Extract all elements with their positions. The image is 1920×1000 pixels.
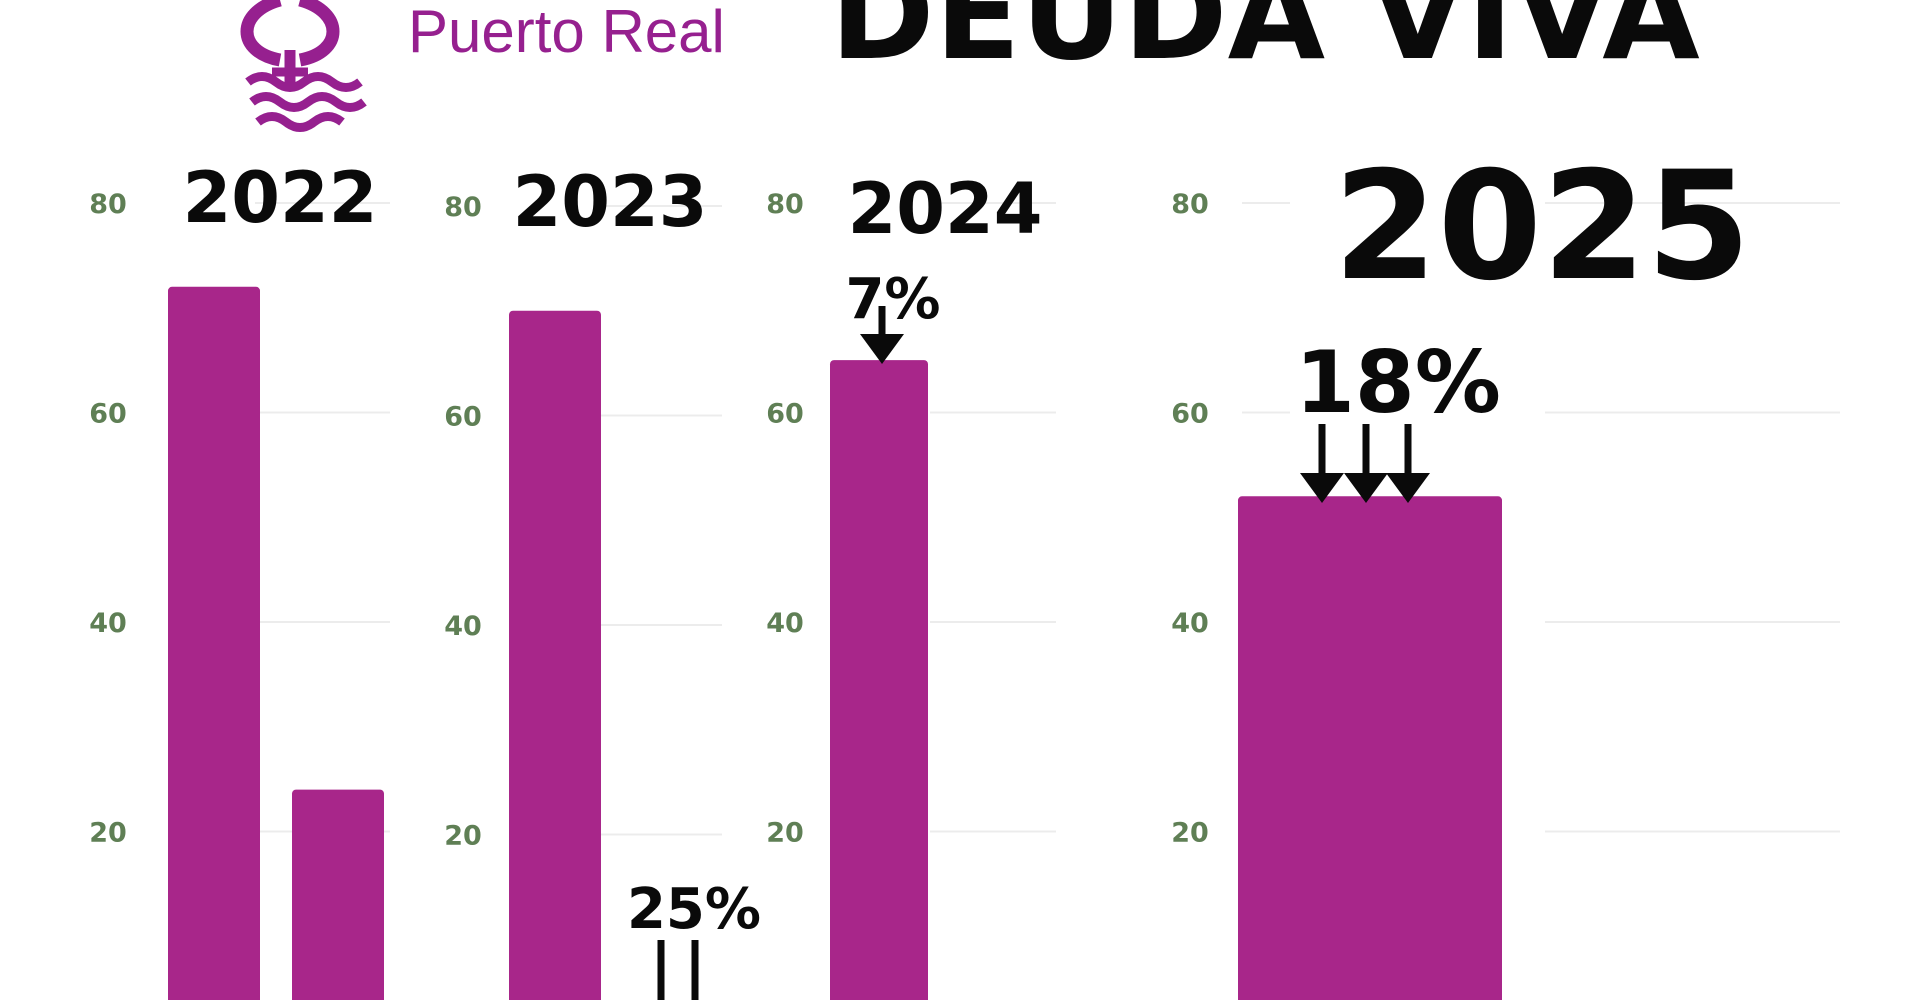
y-tick-label-2022-40: 40: [89, 608, 127, 639]
y-tick-label-2024-40: 40: [766, 608, 804, 639]
y-tick-label-2025-60: 60: [1171, 399, 1209, 430]
bar-2024-1: [830, 360, 928, 1000]
arrow-down-icon-2025-3: [1386, 473, 1430, 503]
y-tick-label-2022-20: 20: [89, 818, 127, 849]
arrow-down-icon-2025-2: [1344, 473, 1388, 503]
brand-name: Puerto Real: [408, 0, 725, 65]
y-tick-label-2025-20: 20: [1171, 818, 1209, 849]
bar-2022-2: [292, 789, 384, 1000]
page-title: DEUDA VIVA: [830, 0, 1700, 88]
chart-title-2024: 2024: [848, 168, 1043, 250]
y-tick-label-2024-80: 80: [766, 189, 804, 220]
y-tick-label-2023-40: 40: [444, 611, 482, 642]
percent-label-2024: 7%: [845, 267, 940, 332]
arrow-down-icon-2025-1: [1300, 473, 1344, 503]
percent-label-2025: 18%: [1295, 333, 1501, 433]
chart-title-2025: 2025: [1333, 140, 1750, 314]
y-tick-label-2023-60: 60: [444, 402, 482, 433]
arrow-down-icon-2024-1: [860, 334, 904, 364]
chart-title-2022: 2022: [183, 157, 378, 239]
bar-2022-1: [168, 286, 260, 1000]
percent-label-2023: 25%: [627, 877, 761, 942]
bar-2025-1: [1238, 496, 1502, 1000]
y-tick-label-2024-60: 60: [766, 399, 804, 430]
y-tick-label-2022-60: 60: [89, 399, 127, 430]
chart-title-2023: 2023: [513, 161, 708, 243]
y-tick-label-2023-20: 20: [444, 821, 482, 852]
y-tick-label-2022-80: 80: [89, 189, 127, 220]
y-tick-label-2025-80: 80: [1171, 189, 1209, 220]
bar-2023-1: [509, 310, 601, 1000]
y-tick-label-2024-20: 20: [766, 818, 804, 849]
y-tick-label-2023-80: 80: [444, 192, 482, 223]
y-tick-label-2025-40: 40: [1171, 608, 1209, 639]
